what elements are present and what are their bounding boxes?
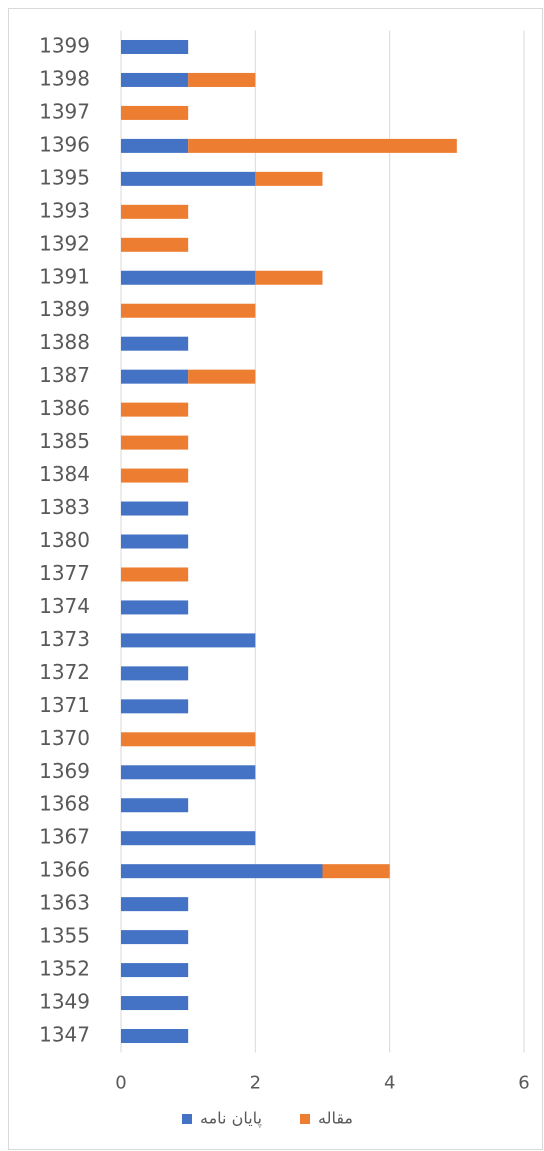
x-tick-label: 4: [384, 1073, 395, 1094]
bar-segment: [323, 864, 390, 878]
y-tick-label: 1386: [39, 396, 90, 420]
bar-segment: [121, 304, 255, 318]
y-tick-label: 1384: [39, 462, 90, 486]
y-tick-label: 1397: [39, 99, 90, 123]
bar-segment: [121, 963, 188, 977]
legend-swatch: [300, 1114, 310, 1124]
bar-segment: [121, 238, 188, 252]
chart: 0 2 4 6 1399 1398 1397 1396 1395 1393 1392 1391 1389…: [0, 0, 544, 1151]
bar-segment: [121, 798, 188, 812]
y-tick-label: 1368: [39, 792, 90, 816]
legend-swatch: [182, 1114, 192, 1124]
bar-segment: [121, 600, 188, 614]
bar-segment: [121, 502, 188, 516]
bar-segment: [188, 139, 457, 153]
bar-segment: [121, 271, 255, 285]
y-tick-label: 1349: [39, 990, 90, 1014]
bar-segment: [188, 370, 255, 384]
bar-segment: [188, 73, 255, 87]
y-tick-label: 1347: [39, 1023, 90, 1047]
bar-segment: [121, 139, 188, 153]
bar-segment: [121, 666, 188, 680]
y-tick-label: 1395: [39, 165, 90, 189]
bar-segment: [121, 864, 323, 878]
x-tick-label: 2: [250, 1073, 261, 1094]
y-tick-label: 1393: [39, 198, 90, 222]
bar-segment: [121, 337, 188, 351]
y-tick-label: 1374: [39, 594, 90, 618]
bar-segment: [121, 633, 255, 647]
y-tick-label: 1388: [39, 330, 90, 354]
bar-segment: [121, 73, 188, 87]
y-tick-label: 1387: [39, 363, 90, 387]
bar-segment: [121, 831, 255, 845]
bar-segment: [121, 469, 188, 483]
bar-segment: [121, 1029, 188, 1043]
y-tick-label: 1367: [39, 825, 90, 849]
y-tick-label: 1385: [39, 429, 90, 453]
legend-label: مقاله: [318, 1109, 353, 1128]
y-tick-label: 1389: [39, 297, 90, 321]
y-tick-label: 1369: [39, 759, 90, 783]
y-tick-label: 1392: [39, 231, 90, 255]
bar-segment: [121, 699, 188, 713]
x-tick-label: 6: [518, 1073, 529, 1094]
bar-segment: [121, 897, 188, 911]
y-tick-label: 1383: [39, 495, 90, 519]
bar-segment: [121, 732, 255, 746]
y-tick-label: 1373: [39, 627, 90, 651]
bar-segment: [121, 370, 188, 384]
bar-segment: [121, 436, 188, 450]
bar-segment: [121, 403, 188, 417]
y-tick-label: 1399: [39, 33, 90, 57]
bar-segment: [255, 172, 322, 186]
bar-segment: [121, 765, 255, 779]
y-tick-label: 1398: [39, 66, 90, 90]
bar-segment: [121, 106, 188, 120]
x-tick-label: 0: [115, 1073, 126, 1094]
y-tick-label: 1371: [39, 693, 90, 717]
y-tick-label: 1355: [39, 924, 90, 948]
bar-segment: [121, 930, 188, 944]
bar-segment: [121, 40, 188, 54]
bar-segment: [255, 271, 322, 285]
bar-segment: [121, 172, 255, 186]
y-tick-label: 1380: [39, 528, 90, 552]
bar-segment: [121, 567, 188, 581]
y-tick-label: 1363: [39, 891, 90, 915]
bar-segment: [121, 205, 188, 219]
y-tick-label: 1366: [39, 858, 90, 882]
y-tick-label: 1377: [39, 561, 90, 585]
y-tick-label: 1396: [39, 132, 90, 156]
y-tick-label: 1352: [39, 957, 90, 981]
bar-segment: [121, 535, 188, 549]
y-tick-label: 1370: [39, 726, 90, 750]
y-tick-label: 1391: [39, 264, 90, 288]
legend-label: پایان نامه: [200, 1109, 262, 1129]
bar-segment: [121, 996, 188, 1010]
y-tick-label: 1372: [39, 660, 90, 684]
